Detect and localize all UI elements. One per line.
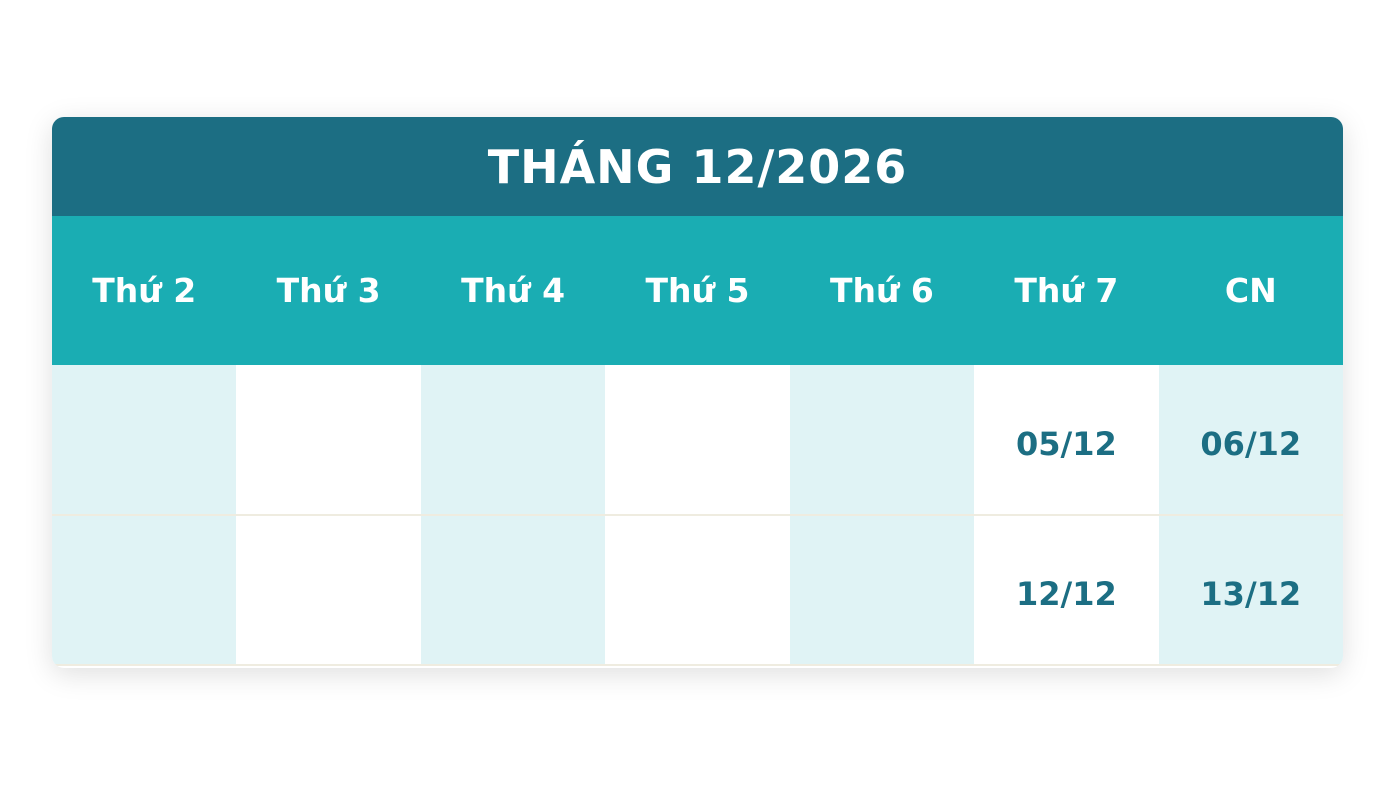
week-row: 12/12 13/12 [52, 516, 1343, 666]
weekday-sat: Thứ 7 [1014, 271, 1119, 310]
weekday-tue: Thứ 3 [276, 271, 381, 310]
calendar-card: THÁNG 12/2026 Thứ 2 Thứ 3 Thứ 4 Thứ 5 Th… [52, 117, 1343, 668]
calendar-title: THÁNG 12/2026 [52, 117, 1343, 216]
weekday-sun: CN [1224, 271, 1277, 310]
day-cell[interactable] [52, 365, 237, 514]
day-cell[interactable] [52, 516, 237, 664]
day-cell[interactable]: 12/12 [974, 516, 1159, 664]
weekday-wed: Thứ 4 [461, 271, 566, 310]
day-cell[interactable]: 13/12 [1158, 516, 1343, 664]
day-cell[interactable]: 06/12 [1158, 365, 1343, 514]
day-cell[interactable] [789, 516, 975, 664]
day-cell[interactable] [605, 516, 790, 664]
day-cell[interactable]: 05/12 [974, 365, 1159, 514]
weekday-mon: Thứ 2 [92, 271, 197, 310]
day-cell[interactable] [420, 365, 606, 514]
day-cell[interactable] [420, 516, 606, 664]
weekday-thu: Thứ 5 [645, 271, 750, 310]
week-row: 05/12 06/12 [52, 365, 1343, 516]
weekday-header: Thứ 2 Thứ 3 Thứ 4 Thứ 5 Thứ 6 Thứ 7 CN [52, 216, 1343, 365]
day-cell[interactable] [236, 516, 421, 664]
weekday-fri: Thứ 6 [829, 271, 934, 310]
day-cell[interactable] [789, 365, 975, 514]
day-cell[interactable] [605, 365, 790, 514]
day-cell[interactable] [236, 365, 421, 514]
